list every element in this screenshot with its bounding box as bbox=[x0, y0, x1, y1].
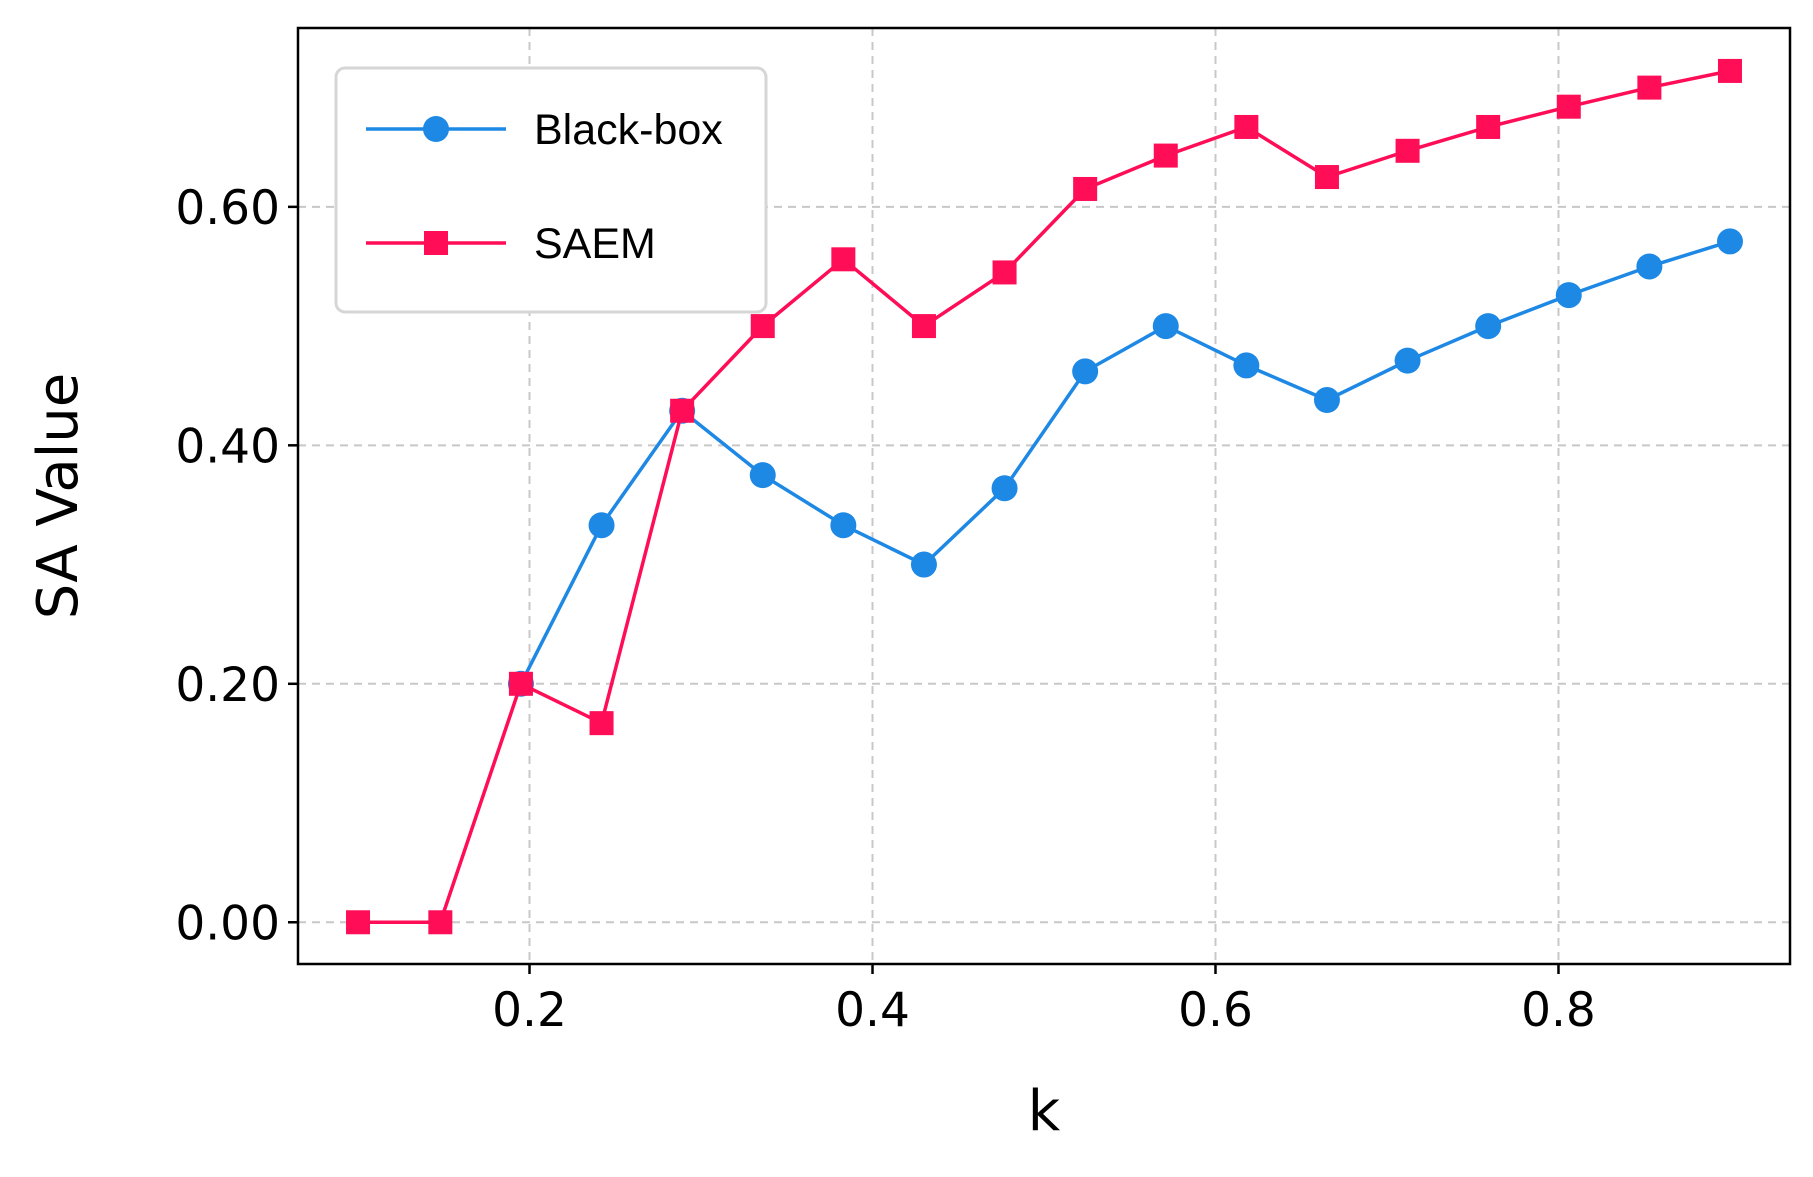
data-point-black-box bbox=[1233, 352, 1260, 379]
data-point-saem bbox=[992, 260, 1017, 285]
x-tick-label: 0.2 bbox=[492, 983, 567, 1038]
data-point-saem bbox=[911, 314, 936, 339]
data-point-saem bbox=[1234, 114, 1259, 139]
data-point-black-box bbox=[1394, 347, 1421, 374]
data-point-saem bbox=[1556, 94, 1581, 119]
data-point-saem bbox=[346, 910, 371, 935]
legend-entry-saem: SAEM bbox=[366, 220, 656, 268]
data-point-saem bbox=[670, 398, 695, 423]
data-point-black-box bbox=[749, 462, 776, 489]
data-point-black-box bbox=[991, 475, 1018, 502]
data-point-saem bbox=[428, 910, 453, 935]
data-point-saem bbox=[1637, 75, 1662, 100]
data-point-saem bbox=[1314, 165, 1339, 190]
data-point-black-box bbox=[1152, 313, 1179, 340]
axes: 0.2 0.4 0.6 0.8 0.00 0.20 0.40 0.60 bbox=[175, 181, 1596, 1038]
data-point-saem bbox=[508, 671, 533, 696]
data-point-saem bbox=[1153, 143, 1178, 168]
y-tick-label: 0.00 bbox=[175, 896, 280, 951]
data-point-saem bbox=[1395, 138, 1420, 163]
x-tick-label: 0.8 bbox=[1521, 983, 1596, 1038]
data-point-black-box bbox=[1555, 282, 1582, 309]
data-point-black-box bbox=[588, 512, 615, 539]
data-point-saem bbox=[750, 314, 775, 339]
x-tick-label: 0.6 bbox=[1178, 983, 1253, 1038]
data-point-saem bbox=[1073, 176, 1098, 201]
data-point-black-box bbox=[910, 551, 937, 578]
legend: Black-box SAEM bbox=[334, 66, 768, 314]
y-tick-label: 0.20 bbox=[175, 658, 280, 713]
data-point-black-box bbox=[1636, 253, 1663, 280]
series-line-black-box bbox=[519, 239, 1731, 685]
series-line-saem bbox=[358, 69, 1731, 925]
data-point-saem bbox=[831, 247, 856, 272]
y-axis-title: SA Value bbox=[26, 373, 91, 619]
legend-entry-black-box: Black-box bbox=[366, 106, 723, 154]
x-tick-label: 0.4 bbox=[835, 983, 910, 1038]
x-axis-title: k bbox=[1028, 1079, 1061, 1144]
legend-box bbox=[334, 66, 768, 314]
y-tick-label: 0.60 bbox=[175, 181, 280, 236]
legend-entries: Black-box SAEM bbox=[366, 106, 723, 268]
data-point-saem bbox=[1476, 114, 1501, 139]
data-point-black-box bbox=[1475, 313, 1502, 340]
data-point-black-box bbox=[830, 512, 857, 539]
data-point-black-box bbox=[1716, 228, 1743, 255]
series-layer bbox=[346, 58, 1743, 935]
plot-frame bbox=[296, 26, 1792, 966]
data-point-black-box bbox=[1072, 358, 1099, 385]
legend-marker-saem bbox=[424, 231, 448, 255]
legend-label-black-box: Black-box bbox=[534, 106, 723, 154]
y-tick-label: 0.40 bbox=[175, 419, 280, 474]
legend-label-saem: SAEM bbox=[534, 220, 656, 268]
data-point-saem bbox=[589, 711, 614, 736]
series-saem bbox=[346, 58, 1742, 935]
legend-marker-black-box bbox=[423, 116, 449, 142]
data-point-black-box bbox=[1313, 387, 1340, 414]
data-point-saem bbox=[1717, 58, 1742, 83]
